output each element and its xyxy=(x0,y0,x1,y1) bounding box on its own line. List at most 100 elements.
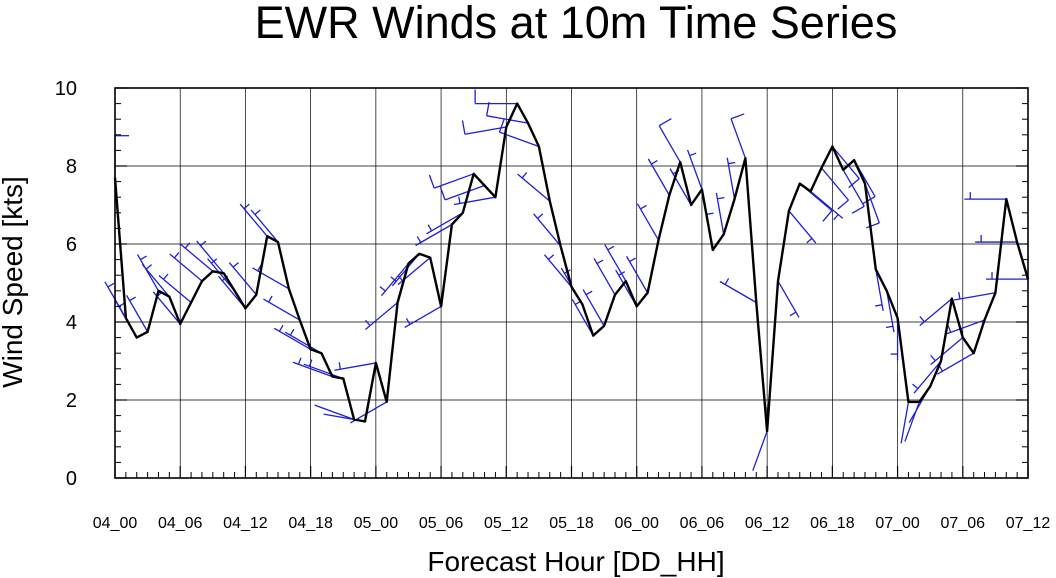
wind-barb-shaft xyxy=(453,196,496,206)
x-tick-label: 07_12 xyxy=(1006,515,1051,532)
wind-barb-half-feather xyxy=(833,214,839,221)
wind-barb-shaft xyxy=(810,190,844,219)
wind-barb-half-feather xyxy=(184,242,191,249)
wind-barb xyxy=(912,360,942,394)
wind-barb xyxy=(517,172,551,202)
x-tick-label: 04_18 xyxy=(288,515,333,532)
wind-barb xyxy=(453,196,496,206)
wind-barb-shaft xyxy=(913,360,942,394)
wind-barb-half-feather xyxy=(365,319,371,327)
wind-barb-shaft xyxy=(604,244,627,282)
wind-barb-shaft xyxy=(726,157,736,200)
wind-barb-shaft xyxy=(426,212,464,235)
wind-barb-half-feather xyxy=(958,291,961,300)
x-tick-label: 07_06 xyxy=(941,515,986,532)
wind-barb xyxy=(263,295,301,321)
wind-barb xyxy=(730,113,747,159)
wind-barb-half-feather xyxy=(278,324,284,332)
x-tick-label: 04_12 xyxy=(223,515,268,532)
wind-barb-shaft xyxy=(239,203,268,237)
wind-barb-half-feather xyxy=(458,196,461,204)
wind-barb xyxy=(820,167,849,210)
wind-barb xyxy=(533,213,562,247)
wind-barb-shaft xyxy=(715,192,725,235)
wind-barb-half-feather xyxy=(885,325,894,329)
axis-ticks: 04_00 04_06 04_12 04_18 05_00 05_06 05_12 05_18… xyxy=(55,78,1051,532)
wind-barb-half-feather xyxy=(728,161,736,165)
wind-barb-half-feather xyxy=(521,172,528,179)
wind-barb-half-feather xyxy=(129,296,136,302)
wind-barb-feather xyxy=(439,186,446,201)
wind-barb-half-feather xyxy=(919,315,925,323)
x-tick-label: 06_00 xyxy=(614,515,659,532)
wind-barb-shaft xyxy=(196,240,225,274)
wind-barb xyxy=(273,324,311,350)
wind-barb xyxy=(719,278,757,304)
wind-barb xyxy=(582,289,605,327)
wind-barb-half-feather xyxy=(789,311,797,317)
wind-barb xyxy=(593,258,616,296)
wind-barb-shaft xyxy=(953,292,996,301)
wind-barb xyxy=(180,242,214,272)
x-tick-label: 05_00 xyxy=(354,515,399,532)
wind-barb-shaft xyxy=(464,126,507,135)
wind-barb-shaft xyxy=(788,210,817,244)
wind-barb-shaft xyxy=(228,262,257,296)
wind-barb-feather xyxy=(461,120,466,135)
wind-barb-half-feather xyxy=(689,152,697,157)
wind-barb-shaft xyxy=(252,267,290,290)
wind-barb-half-feather xyxy=(416,236,422,243)
wind-barb-half-feather xyxy=(607,245,615,251)
wind-barb xyxy=(126,295,149,333)
wind-barb-shaft xyxy=(292,361,333,378)
x-axis-label: Forecast Hour [DD_HH] xyxy=(427,546,724,577)
wind-barb xyxy=(875,269,884,311)
wind-barb xyxy=(626,256,649,294)
wind-barb-shaft xyxy=(444,184,485,201)
wind-barb-half-feather xyxy=(947,325,952,333)
wind-barb-shaft xyxy=(842,169,865,207)
x-tick-label: 04_00 xyxy=(93,515,138,532)
wind-barb-shaft xyxy=(180,243,214,272)
wind-barb-half-feather xyxy=(338,362,342,370)
wind-barb-half-feather xyxy=(211,258,218,264)
wind-barb-shaft xyxy=(582,289,605,327)
wind-barb xyxy=(303,359,344,380)
wind-barb-shaft xyxy=(919,298,953,327)
wind-barb xyxy=(842,169,865,214)
y-tick-label: 2 xyxy=(66,390,77,412)
wind-barb-shaft xyxy=(593,258,616,296)
wind-barb-half-feather xyxy=(547,254,555,260)
x-tick-label: 05_06 xyxy=(419,515,464,532)
wind-barb xyxy=(474,89,518,105)
wind-barb xyxy=(428,173,474,189)
wind-barb-shaft xyxy=(730,118,747,159)
wind-barb-half-feather xyxy=(173,252,180,259)
wind-barb-shaft xyxy=(647,158,670,196)
wind-barb-feather xyxy=(486,101,490,116)
wind-barb-shaft xyxy=(303,363,344,380)
wind-barb xyxy=(250,209,279,243)
wind-barb-shaft xyxy=(415,223,453,247)
wind-barb-feather xyxy=(822,210,833,222)
y-tick-label: 8 xyxy=(66,156,77,178)
wind-barbs xyxy=(104,89,1028,471)
wind-barb-shaft xyxy=(658,125,681,163)
wind-barb-feather xyxy=(865,222,880,229)
wind-barb-shaft xyxy=(250,209,279,243)
wind-barb xyxy=(975,235,1018,243)
wind-barb-shaft xyxy=(820,167,849,201)
wind-barb-half-feather xyxy=(650,160,658,165)
wind-barb-half-feather xyxy=(254,209,261,215)
wind-barb-half-feather xyxy=(596,259,604,265)
wind-barb-shaft xyxy=(334,362,376,371)
x-tick-label: 05_12 xyxy=(484,515,529,532)
x-tick-label: 06_12 xyxy=(745,515,790,532)
y-tick-label: 0 xyxy=(66,468,77,490)
wind-barb xyxy=(439,184,485,201)
wind-barb-half-feather xyxy=(390,276,397,282)
wind-barb-half-feather xyxy=(537,213,544,219)
wind-barb-feather xyxy=(862,195,876,205)
wind-barb-shaft xyxy=(273,327,311,350)
